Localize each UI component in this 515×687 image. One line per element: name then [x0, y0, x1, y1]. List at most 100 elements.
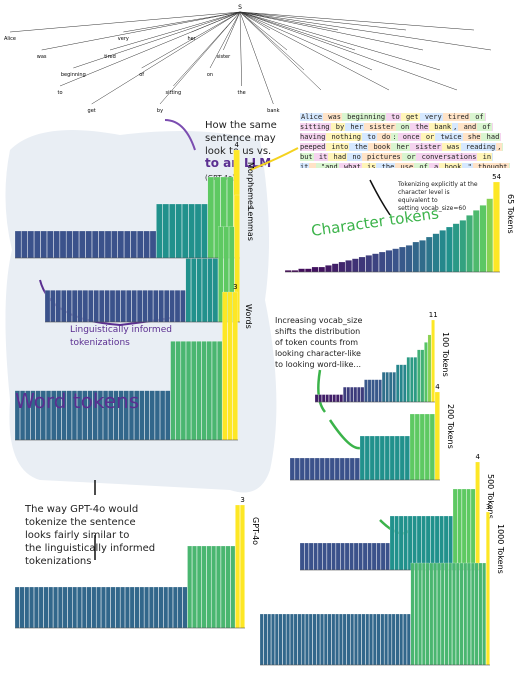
bar: [385, 372, 389, 403]
bar: [335, 613, 339, 666]
bar: [392, 248, 399, 273]
bar: [196, 545, 202, 629]
bar: [130, 230, 137, 259]
bar: [345, 260, 352, 273]
tree-branch: [109, 11, 241, 51]
bar: [399, 435, 405, 481]
token: thought: [472, 163, 509, 168]
bar: [301, 613, 305, 666]
tree-branch: [123, 11, 241, 33]
bar: [93, 290, 99, 323]
token: had: [328, 153, 348, 161]
bar: [349, 457, 355, 481]
bar: [444, 562, 449, 666]
bar: [353, 386, 358, 403]
tree-leaf: get: [88, 108, 96, 114]
note-line: tokenizations: [25, 556, 91, 567]
bar: [403, 613, 407, 666]
chart-label: 200 Tokens: [446, 404, 455, 449]
bar: [325, 265, 332, 273]
token: is: [361, 163, 377, 168]
bar: [309, 457, 315, 481]
bar: [414, 562, 419, 666]
bar: [267, 613, 272, 666]
bar: [85, 230, 92, 259]
bar: [452, 562, 456, 666]
tree-branch: [239, 11, 305, 71]
bar: [357, 386, 361, 403]
bar: [216, 545, 221, 629]
bar: [405, 245, 413, 273]
bar: [434, 391, 440, 481]
tree-branch: [239, 11, 390, 91]
token: Alice: [300, 113, 324, 121]
bar: [312, 613, 317, 666]
passage-box: Alice was beginning to get very tired of…: [300, 113, 510, 168]
token: bank: [429, 123, 453, 131]
bar: [369, 435, 375, 481]
chart-label: Morphemes: [246, 162, 255, 209]
bar: [335, 542, 341, 571]
bar: [399, 364, 403, 403]
bar: [274, 613, 279, 666]
note-line: The way GPT-4o would: [24, 504, 138, 515]
bar: [308, 542, 314, 571]
bar: [72, 230, 79, 259]
bar: [339, 457, 345, 481]
bar: [282, 613, 287, 666]
bar: [439, 515, 444, 571]
bar: [227, 291, 233, 441]
token: tired: [442, 113, 470, 121]
bar: [467, 562, 471, 666]
bar: [349, 542, 354, 571]
bar: [144, 586, 149, 629]
bar: [466, 215, 473, 273]
bar: [194, 203, 202, 259]
tree-root: S: [238, 4, 242, 11]
token: very: [419, 113, 443, 121]
token: twice: [435, 133, 463, 141]
bar: [169, 290, 175, 323]
token: had: [481, 133, 501, 141]
bar: [389, 435, 395, 481]
bar: [466, 488, 471, 571]
bar: [486, 198, 493, 273]
bar: [448, 562, 452, 666]
bar: [299, 542, 305, 571]
tree-branch: [239, 11, 424, 51]
bar: [471, 562, 475, 666]
bar: [350, 613, 354, 666]
bar: [220, 545, 226, 629]
bar: [457, 488, 462, 571]
token: sister: [410, 143, 442, 151]
bar: [96, 586, 101, 629]
chart-label: Lemmas: [246, 207, 255, 241]
bar: [394, 515, 399, 571]
bar: [14, 586, 20, 629]
bar: [160, 390, 166, 441]
bar: [99, 290, 105, 323]
bar: [384, 435, 390, 481]
bar: [412, 515, 417, 571]
token: was: [441, 143, 461, 151]
bar: [369, 613, 373, 666]
token: once: [397, 133, 421, 141]
tree-branch: [239, 11, 288, 51]
arrow: [328, 419, 361, 450]
tree-leaf: bank: [267, 108, 279, 114]
chart-label: 65 Tokens: [506, 194, 515, 234]
bar: [92, 230, 99, 259]
parse-tree: Alice was beginning to get very tired of sitting…: [4, 11, 492, 114]
bar: [21, 230, 28, 259]
bar: [170, 341, 176, 441]
bar: [403, 364, 407, 403]
bar: [290, 613, 294, 666]
bar: [319, 457, 325, 481]
bar: [308, 613, 313, 666]
bar: [389, 515, 395, 571]
bar: [120, 586, 125, 629]
arrow: [317, 369, 327, 413]
bar: [168, 586, 173, 629]
bar: [134, 586, 140, 629]
bar: [297, 613, 302, 666]
